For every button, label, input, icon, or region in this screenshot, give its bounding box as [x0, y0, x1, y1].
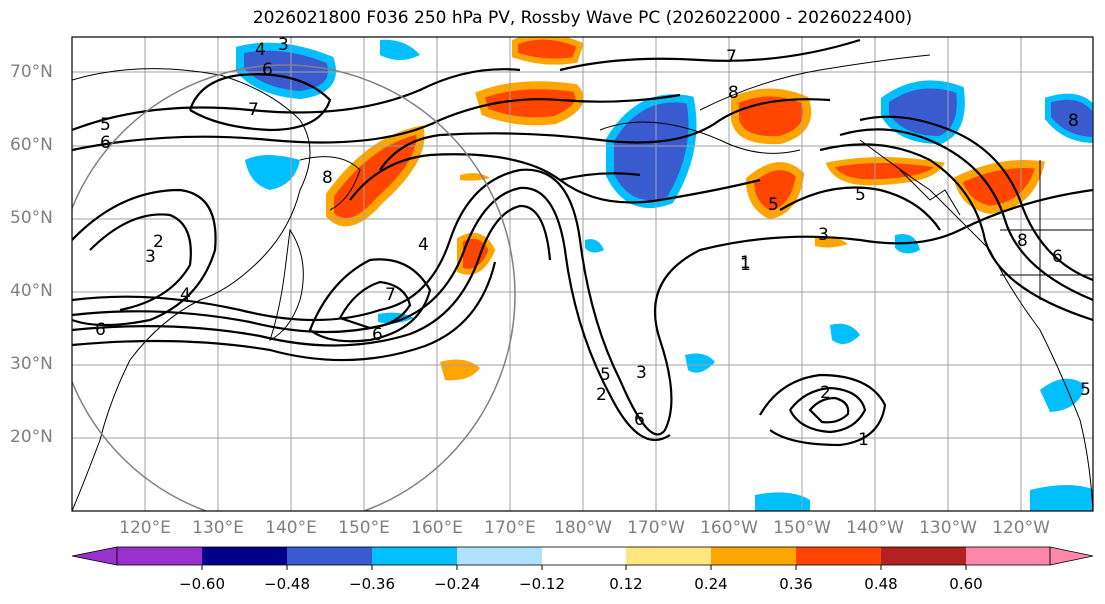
colorbar-segment — [626, 547, 711, 565]
contour-label: 8 — [1068, 111, 1079, 131]
lon-label: 150°E — [338, 518, 390, 538]
colorbar-tick: −0.12 — [519, 575, 565, 593]
lon-label: 150°W — [773, 518, 831, 538]
colorbar-tick: 0.60 — [949, 575, 983, 593]
colorbar-segment — [71, 546, 118, 566]
gridlines — [72, 37, 1093, 511]
colorbar-tick: 0.48 — [864, 575, 898, 593]
contour-label: 6 — [100, 133, 111, 153]
contour-label: 1 — [740, 253, 751, 273]
lon-label: 160°E — [411, 518, 463, 538]
contour-label: 5 — [768, 195, 779, 215]
contour-label: 5 — [855, 185, 866, 205]
lon-label: 120°W — [992, 518, 1050, 538]
contour-label: 2 — [596, 385, 607, 405]
colorbar-tick: 0.12 — [609, 575, 643, 593]
contour-label: 4 — [418, 235, 429, 255]
map-frame — [71, 36, 1094, 512]
lon-label: 180°W — [554, 518, 612, 538]
lat-label: 70°N — [10, 62, 53, 82]
lon-label: 170°W — [627, 518, 685, 538]
lon-label: 140°E — [265, 518, 317, 538]
contour-label: 4 — [180, 285, 191, 305]
colorbar-tick: 0.36 — [779, 575, 813, 593]
contour-label: 7 — [248, 100, 259, 120]
colorbar-segment — [202, 547, 287, 565]
lat-label: 50°N — [10, 208, 53, 228]
contour-label: 8 — [728, 83, 739, 103]
pv-contours — [72, 38, 1093, 447]
contour-label: 6 — [95, 320, 106, 340]
colorbar-segment — [457, 547, 542, 565]
lat-label: 40°N — [10, 281, 53, 301]
map-title: 2026021800 F036 250 hPa PV, Rossby Wave … — [252, 8, 913, 28]
lat-label: 30°N — [10, 354, 53, 374]
colorbar-segment — [287, 547, 372, 565]
region-circle — [72, 64, 516, 511]
contour-label: 7 — [726, 47, 737, 67]
lon-label: 170°E — [484, 518, 536, 538]
colorbar-segment — [117, 547, 202, 565]
colorbar-tick: 0.24 — [694, 575, 728, 593]
contour-label: 4 — [255, 40, 266, 60]
contour-label: 3 — [145, 247, 156, 267]
lon-label: 130°E — [192, 518, 244, 538]
colorbar-segment — [1049, 546, 1094, 566]
contour-label: 1 — [858, 430, 869, 450]
colorbar-tick: −0.24 — [434, 575, 480, 593]
contour-label: 5 — [1080, 380, 1091, 400]
colorbar-segment — [966, 547, 1050, 565]
contour-label: 6 — [1052, 247, 1063, 267]
lon-label: 130°W — [919, 518, 977, 538]
colorbar-segment — [372, 547, 457, 565]
colorbar-segment — [881, 547, 966, 565]
contour-label: 6 — [262, 60, 273, 80]
contour-label: 3 — [278, 35, 289, 55]
contour-label: 6 — [634, 410, 645, 430]
contour-label: 2 — [820, 383, 831, 403]
contour-label: 7 — [385, 285, 396, 305]
contour-labels: 4 3 6 7 5 6 2 3 4 6 8 7 4 6 1 5 2 3 2 1 … — [95, 35, 1091, 450]
contour-label: 8 — [322, 168, 333, 188]
colorbar-segment — [711, 547, 796, 565]
lon-label: 120°E — [119, 518, 171, 538]
contour-label: 1 — [740, 255, 751, 275]
contour-label: 5 — [600, 365, 611, 385]
map-panel: 4 3 6 7 5 6 2 3 4 6 8 7 4 6 1 5 2 3 2 1 … — [71, 35, 1094, 512]
contour-label: 8 — [1017, 231, 1028, 251]
contour-label: 3 — [818, 225, 829, 245]
lat-label: 60°N — [10, 135, 53, 155]
contour-label: 2 — [153, 232, 164, 252]
lon-label: 160°W — [700, 518, 758, 538]
contour-label: 6 — [372, 325, 383, 345]
colorbar-tick: −0.60 — [179, 575, 225, 593]
colorbar-tick: −0.36 — [349, 575, 395, 593]
colorbar-tick: −0.48 — [264, 575, 310, 593]
colorbar-segment — [542, 547, 626, 565]
colorbar-segment — [796, 547, 881, 565]
lon-label: 140°W — [846, 518, 904, 538]
contour-label: 3 — [636, 363, 647, 383]
contour-label: 5 — [100, 115, 111, 135]
lat-label: 20°N — [10, 427, 53, 447]
